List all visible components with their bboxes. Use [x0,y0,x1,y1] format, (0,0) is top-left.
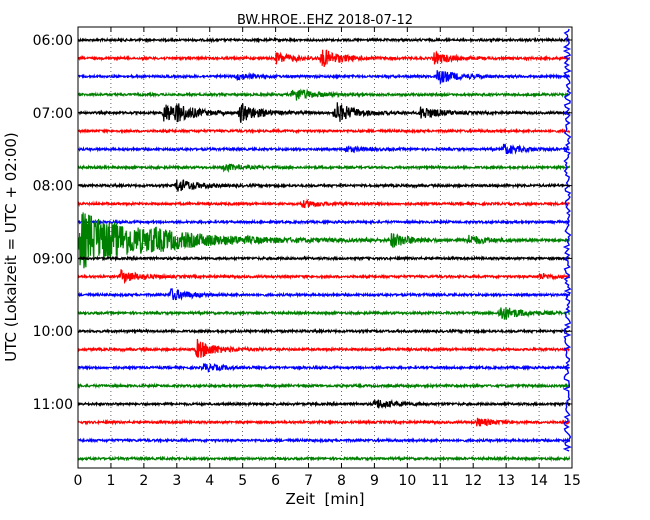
trace-line [77,255,571,262]
trace-line [77,127,571,135]
trace-line [77,102,571,123]
x-tick-label: 1 [106,473,115,489]
chart-title: BW.HROE..EHZ 2018-07-12 [237,13,413,28]
x-tick-label: 9 [370,473,379,489]
x-tick-label: 13 [497,473,515,489]
y-axis: 06:00 07:00 08:00 09:00 10:00 11:00 [33,33,572,413]
y-axis-label: UTC (Lokalzeit = UTC + 02:00) [2,132,20,362]
trace-line [77,398,571,409]
trace-line [77,143,570,155]
x-tick-label: 5 [238,473,247,489]
trace-line [77,179,571,192]
x-tick-label: 10 [398,473,416,489]
x-tick-label: 7 [304,473,313,489]
x-axis-label: Zeit [min] [285,490,364,508]
trace-line [77,417,571,427]
x-tick-label: 0 [74,473,83,489]
y-tick-label: 06:00 [33,33,73,49]
trace-line [77,288,571,301]
trace-line [77,362,571,373]
trace-spike [562,28,572,452]
trace-line [77,88,571,101]
trace-line [77,382,571,390]
trace-line [77,338,570,358]
trace-line [77,327,571,335]
y-tick-label: 07:00 [33,106,73,122]
x-tick-label: 12 [464,473,482,489]
trace-line [77,455,571,463]
y-tick-label: 11:00 [33,397,73,413]
y-tick-label: 09:00 [33,251,73,267]
x-tick-label: 3 [172,473,181,489]
trace-line [77,163,571,173]
x-tick-label: 14 [530,473,548,489]
trace-line [77,36,570,44]
trace-line [77,306,570,320]
trace-line [77,198,570,209]
x-axis: 0 1 2 3 4 5 6 7 8 9 10 11 12 13 14 15 [74,27,581,489]
traces [77,28,572,463]
x-tick-label: 2 [139,473,148,489]
x-tick-label: 6 [271,473,280,489]
trace-line [77,269,571,285]
trace-line [77,212,570,269]
trace-line [77,218,570,226]
y-tick-label: 08:00 [33,179,73,195]
trace-line [77,436,571,444]
trace-line [77,49,571,68]
y-tick-label: 10:00 [33,324,73,340]
x-tick-label: 8 [337,473,346,489]
x-tick-label: 15 [563,473,581,489]
trace-line [77,70,571,86]
plot-frame [77,26,573,469]
x-tick-label: 4 [205,473,214,489]
x-tick-label: 11 [431,473,449,489]
